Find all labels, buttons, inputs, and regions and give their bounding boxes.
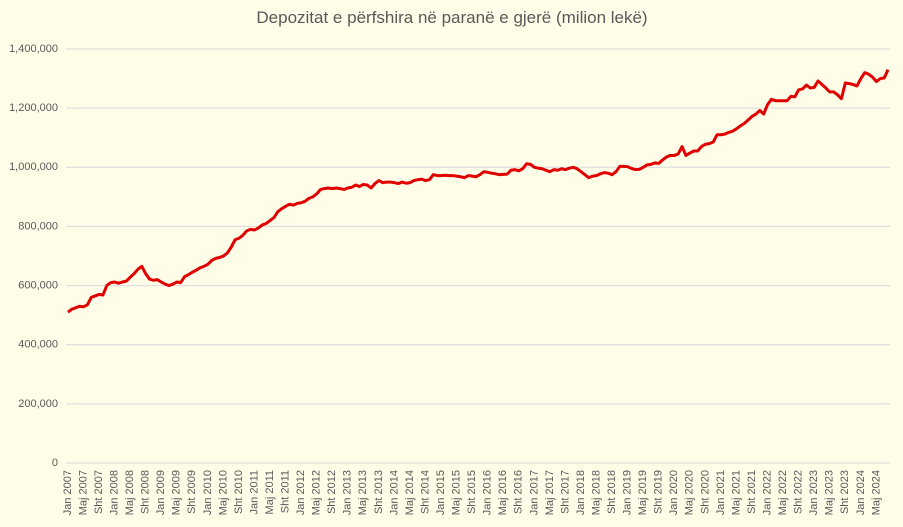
- x-tick-label: Jan 2014: [388, 470, 400, 515]
- x-tick-label: Sht 2018: [606, 470, 618, 514]
- x-tick-label: Maj 2013: [357, 470, 369, 515]
- x-tick-label: Jan 2017: [528, 470, 540, 515]
- y-tick-label: 1,400,000: [9, 43, 58, 55]
- x-tick-label: Maj 2015: [451, 470, 463, 515]
- x-tick-label: Sht 2011: [280, 470, 292, 513]
- x-tick-label: Sht 2017: [559, 470, 571, 514]
- x-tick-label: Jan 2008: [108, 470, 120, 515]
- y-tick-label: 1,200,000: [9, 102, 58, 114]
- x-tick-label: Jan 2012: [295, 470, 307, 515]
- x-tick-label: Sht 2016: [513, 470, 525, 514]
- x-tick-label: Sht 2007: [93, 470, 105, 514]
- x-tick-label: Jan 2019: [622, 470, 634, 515]
- x-tick-label: Jan 2022: [761, 470, 773, 515]
- x-tick-label: Jan 2009: [155, 470, 167, 515]
- x-tick-label: Sht 2015: [466, 470, 478, 514]
- x-tick-label: Sht 2013: [373, 470, 385, 514]
- x-tick-label: Maj 2008: [124, 470, 136, 515]
- x-tick-label: Maj 2018: [590, 470, 602, 515]
- x-tick-label: Jan 2010: [202, 470, 214, 515]
- data-line: [67, 69, 890, 314]
- x-tick-label: Jan 2015: [435, 470, 447, 515]
- x-tick-label: Jan 2016: [482, 470, 494, 515]
- x-tick-label: Maj 2016: [497, 470, 509, 515]
- x-tick-label: Sht 2022: [793, 470, 805, 514]
- x-tick-label: Sht 2023: [839, 470, 851, 514]
- x-tick-label: Sht 2014: [419, 470, 431, 514]
- y-tick-label: 200,000: [18, 398, 58, 410]
- x-tick-label: Jan 2023: [808, 470, 820, 515]
- x-tick-label: Jan 2007: [62, 470, 74, 515]
- y-tick-label: 1,000,000: [9, 161, 58, 173]
- x-tick-label: Sht 2012: [326, 470, 338, 514]
- x-tick-label: Jan 2020: [668, 470, 680, 515]
- y-tick-label: 600,000: [18, 279, 58, 291]
- x-tick-label: Jan 2024: [855, 470, 867, 515]
- x-tick-label: Sht 2021: [746, 470, 758, 514]
- y-tick-label: 400,000: [18, 339, 58, 351]
- x-tick-label: Maj 2023: [824, 470, 836, 515]
- x-tick-label: Jan 2011: [248, 470, 260, 514]
- y-tick-label: 0: [52, 457, 58, 469]
- x-tick-label: Jan 2021: [715, 470, 727, 515]
- chart-title: Depozitat e përfshira në paranë e gjerë …: [256, 8, 647, 27]
- x-tick-label: Jan 2018: [575, 470, 587, 515]
- x-tick-label: Sht 2009: [186, 470, 198, 514]
- x-tick-label: Sht 2019: [653, 470, 665, 514]
- x-tick-label: Sht 2010: [233, 470, 245, 514]
- x-tick-label: Maj 2010: [217, 470, 229, 515]
- x-tick-label: Sht 2008: [140, 470, 152, 514]
- x-tick-label: Sht 2020: [699, 470, 711, 514]
- x-tick-label: Maj 2019: [637, 470, 649, 515]
- x-tick-label: Maj 2012: [311, 470, 323, 515]
- x-tick-label: Maj 2014: [404, 470, 416, 515]
- x-tick-label: Maj 2022: [777, 470, 789, 515]
- x-tick-label: Maj 2009: [171, 470, 183, 515]
- y-tick-label: 800,000: [18, 220, 58, 232]
- x-tick-label: Maj 2017: [544, 470, 556, 515]
- x-tick-label: Maj 2021: [730, 470, 742, 515]
- x-tick-label: Jan 2013: [342, 470, 354, 515]
- x-tick-label: Maj 2024: [870, 470, 882, 515]
- x-tick-label: Maj 2011: [264, 470, 276, 514]
- x-tick-label: Maj 2007: [77, 470, 89, 515]
- x-tick-label: Maj 2020: [684, 470, 696, 515]
